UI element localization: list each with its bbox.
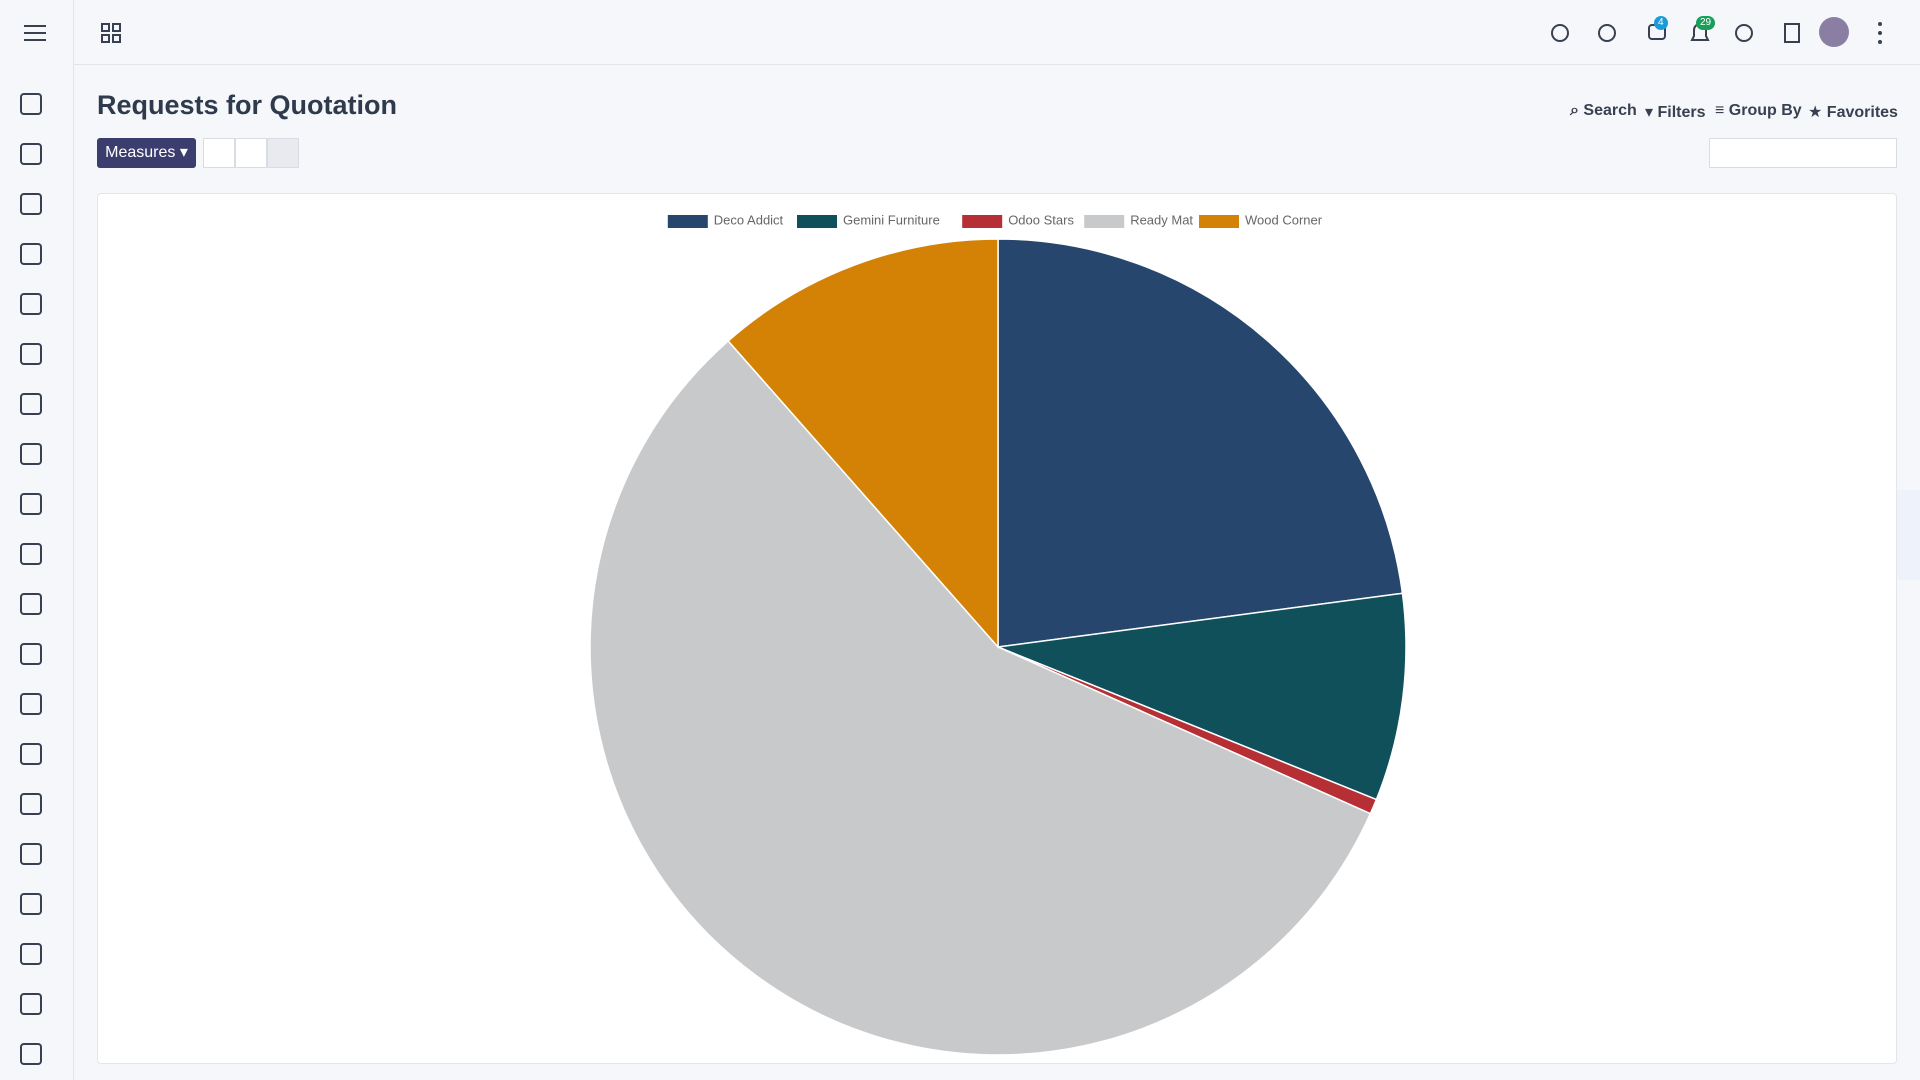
legend-swatch[interactable]	[962, 215, 1003, 228]
app-icon[interactable]	[20, 943, 42, 965]
app-icon[interactable]	[20, 143, 42, 165]
app-icon[interactable]	[20, 743, 42, 765]
app-icon[interactable]	[20, 593, 42, 615]
debug-icon[interactable]	[1598, 24, 1616, 42]
view-switcher[interactable]	[1709, 138, 1897, 168]
pie-chart-button[interactable]	[267, 138, 299, 168]
apps-icon[interactable]	[101, 34, 110, 43]
sidebar	[0, 0, 74, 1080]
legend-label[interactable]: Wood Corner	[1245, 212, 1323, 227]
legend-label[interactable]: Gemini Furniture	[843, 212, 940, 227]
chart: Deco Addict Gemini Furniture Odoo Stars Rea…	[589, 212, 1407, 1056]
app-icon[interactable]	[20, 843, 42, 865]
topbar: 4 29	[74, 0, 1920, 65]
more-icon[interactable]	[1878, 22, 1882, 44]
topbar-icons	[101, 17, 1882, 47]
app-icon[interactable]	[20, 643, 42, 665]
app-icon[interactable]	[20, 293, 42, 315]
badge: 4	[1654, 16, 1668, 30]
legend-label[interactable]: Odoo Stars	[1008, 212, 1074, 227]
apps-icon[interactable]	[112, 34, 121, 43]
filters-button[interactable]: ▾ Filters	[1645, 104, 1706, 121]
app-icon[interactable]	[20, 443, 42, 465]
pie-slice[interactable]	[997, 238, 1404, 648]
measures-label: Measures	[105, 144, 176, 161]
app-icon[interactable]	[20, 893, 42, 915]
app-icon[interactable]	[20, 243, 42, 265]
line-chart-button[interactable]	[235, 138, 267, 168]
search-button[interactable]: ⌕ Search	[1570, 102, 1637, 119]
app-icon[interactable]	[20, 793, 42, 815]
app-icon[interactable]	[20, 393, 42, 415]
app-icon[interactable]	[20, 693, 42, 715]
group-by-label: Group By	[1728, 102, 1802, 119]
apps-icon[interactable]	[101, 23, 110, 32]
measures-button[interactable]: Measures ▾	[97, 138, 196, 168]
pie-slice[interactable]	[727, 238, 999, 649]
app-icon[interactable]	[20, 193, 42, 215]
bar-chart-button[interactable]	[203, 138, 235, 168]
legend-label[interactable]: Ready Mat	[1130, 212, 1193, 227]
app-icon[interactable]	[20, 493, 42, 515]
badge: 29	[1696, 16, 1716, 30]
pie-slice[interactable]	[589, 339, 1372, 1056]
favorites-button[interactable]: ★ Favorites	[1808, 104, 1898, 121]
app-icon[interactable]	[20, 543, 42, 565]
favorites-label: Favorites	[1826, 104, 1898, 121]
legend-swatch[interactable]	[797, 215, 837, 228]
pie-slice[interactable]	[995, 592, 1407, 801]
app-icon[interactable]	[20, 93, 42, 115]
chart-card: Deco Addict Gemini Furniture Odoo Stars Rea…	[97, 193, 1897, 1064]
sidebar-icons	[20, 25, 46, 1065]
legend-swatch[interactable]	[667, 215, 708, 228]
app-icon[interactable]	[20, 993, 42, 1015]
app-icon[interactable]	[20, 1043, 42, 1065]
language-icon[interactable]	[1735, 24, 1753, 42]
company-icon[interactable]	[1784, 23, 1800, 43]
legend-swatch[interactable]	[1084, 215, 1125, 228]
avatar[interactable]	[1819, 17, 1849, 47]
legend-label[interactable]: Deco Addict	[714, 212, 784, 227]
search-label: Search	[1583, 102, 1637, 119]
apps-icon[interactable]	[112, 23, 121, 32]
filters-label: Filters	[1657, 104, 1706, 121]
theme-icon[interactable]	[1551, 24, 1569, 42]
legend-swatch[interactable]	[1199, 215, 1239, 228]
app-icon[interactable]	[20, 343, 42, 365]
menu-icon[interactable]	[24, 25, 46, 41]
group-by-button[interactable]: ≡ Group By	[1715, 102, 1802, 119]
page-title: Requests for Quotation	[97, 90, 398, 120]
